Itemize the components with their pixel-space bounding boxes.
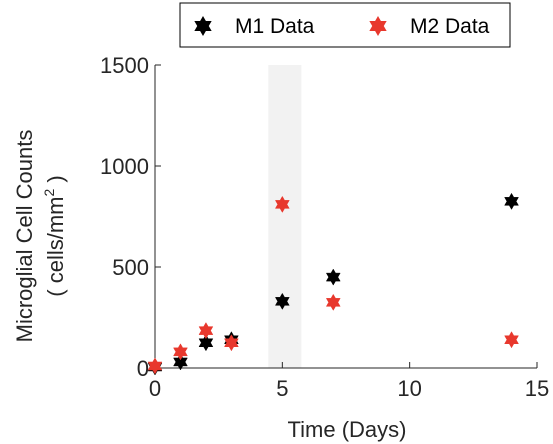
data-point-m2 [504, 331, 519, 349]
y-tick-label: 0 [137, 356, 149, 381]
x-tick-label: 10 [397, 376, 421, 401]
data-point-m2 [325, 293, 341, 311]
axes: 0 500 1000 1500 0 5 10 15 [100, 53, 549, 401]
legend-box [179, 2, 511, 48]
y-axis-label-line2: ( cells/mm2 ) [41, 175, 68, 296]
data-point-m2 [173, 343, 188, 361]
data-markers [147, 192, 519, 376]
y-tick-label: 1000 [100, 154, 149, 179]
shaded-region-layer [268, 65, 302, 368]
y-tick-label: 500 [112, 255, 149, 280]
data-point-m1 [173, 353, 188, 371]
y-axis-label-line1: Microglial Cell Counts [12, 130, 37, 343]
data-point-m1 [504, 192, 519, 210]
shaded-region [268, 65, 302, 368]
x-tick-label: 5 [276, 376, 288, 401]
y-axis-unit-suffix: ) [43, 175, 68, 188]
data-point-m2 [147, 357, 163, 375]
data-point-m1 [198, 334, 214, 352]
legend-label-m1: M1 Data [235, 15, 315, 38]
x-axis-label: Time (Days) [288, 417, 407, 442]
y-axis-unit-superscript: 2 [41, 189, 57, 197]
data-point-m1 [274, 292, 290, 310]
data-point-m2 [198, 322, 214, 340]
legend-m2-icon [369, 16, 387, 36]
legend-marker-m2 [369, 16, 387, 36]
y-tick-label: 1500 [100, 53, 149, 78]
legend-marker-m1 [194, 16, 212, 36]
data-point-m2 [224, 334, 239, 352]
x-tick-label: 15 [525, 376, 549, 401]
data-point-m2 [274, 195, 290, 213]
legend-m1-icon [194, 16, 212, 36]
y-axis-unit-prefix: ( cells/mm [43, 197, 68, 297]
legend: M1 Data M2 Data [179, 2, 511, 48]
data-point-m1 [325, 268, 341, 286]
legend-label-m2: M2 Data [410, 15, 490, 38]
x-tick-label: 0 [149, 376, 161, 401]
